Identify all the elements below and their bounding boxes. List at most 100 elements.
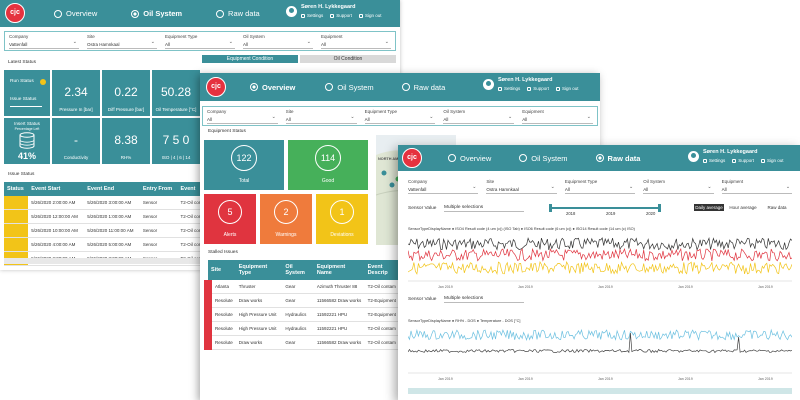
daily-average-button[interactable]: Daily average [694, 204, 724, 211]
kpi-label: Pressure In [bar] [59, 107, 93, 112]
filter-oil-system[interactable]: Oil System All [439, 107, 518, 125]
filter-equipment[interactable]: Equipment All [718, 177, 796, 196]
settings-link[interactable]: Settings [301, 13, 323, 18]
cjc-logo: cjc [5, 3, 25, 23]
tile-deviations[interactable]: 1 Deviations [316, 194, 368, 244]
nav-overview[interactable]: Overview [440, 145, 499, 172]
filter-company[interactable]: Company Vattenfall [5, 32, 83, 50]
tile-warnings[interactable]: 2 Warnings [260, 194, 312, 244]
raw-data-button[interactable]: Raw data [767, 205, 787, 210]
settings-link[interactable]: Settings [703, 158, 725, 163]
tile-deviations-value: 1 [330, 200, 354, 224]
sensor-value-select[interactable]: Multiple selections [444, 205, 524, 212]
kpi-pressure-in: 2.34 Pressure In [bar] [52, 70, 100, 116]
map-region-label: NORTH AMERICA [378, 157, 411, 161]
horizontal-scrollbar[interactable] [4, 258, 214, 264]
signout-link[interactable]: Sign out [359, 13, 382, 18]
filter-equipment[interactable]: Equipment All [518, 107, 597, 125]
chart2-x-axis: Jan 2019 Jan 2019 Jan 2019 Jan 2019 Jan 2019 [408, 372, 792, 381]
table-row[interactable]: 5/26/2020 10:00:00 AM 5/26/2020 11:00:00 … [4, 223, 214, 238]
support-link[interactable]: Support [527, 86, 549, 91]
signout-link[interactable]: Sign out [556, 86, 579, 91]
user-name: Søren H. Lykkegaard [301, 4, 356, 10]
table-row[interactable]: 5/26/2020 12:00:00 AM 5/26/2020 1:00:00 A… [4, 209, 214, 224]
tab-equipment-condition[interactable]: Equipment Condition [202, 55, 298, 63]
filter-equipment-type[interactable]: Equipment Type All [361, 107, 440, 125]
series-temperature-line [408, 332, 792, 354]
col-oil-system[interactable]: Oil System [282, 260, 314, 280]
filter-company[interactable]: Company All [203, 107, 282, 125]
user-panel: Søren H. Lykkegaard Settings Support Sig… [483, 77, 586, 91]
col-status[interactable]: Status [4, 182, 29, 196]
support-link[interactable]: Support [330, 13, 352, 18]
iso-code-chart[interactable]: Jan 2019 Jan 2019 Jan 2019 Jan 2019 Jan 2019 [408, 233, 792, 291]
nav-overview[interactable]: Overview [46, 0, 105, 27]
col-entry-from[interactable]: Entry From [139, 182, 178, 196]
help-icon [330, 13, 335, 18]
table-row[interactable]: Resolute High Pressure Unit Hydraulics 1159… [204, 307, 404, 322]
support-link[interactable]: Support [732, 158, 754, 163]
signout-link[interactable]: Sign out [761, 158, 784, 163]
table-row[interactable]: 5/26/2020 4:00:00 AM 5/26/2020 5:00:00 AM… [4, 237, 214, 252]
status-cell [4, 237, 29, 252]
filter-company[interactable]: Company Vattenfall [404, 177, 482, 196]
radio-icon [325, 83, 334, 91]
col-event-end[interactable]: Event End [84, 182, 140, 196]
filter-equipment-type[interactable]: Equipment Type All [561, 177, 639, 196]
hour-average-button[interactable]: Hour average [729, 205, 757, 210]
status-cell [4, 223, 29, 238]
tile-good[interactable]: 114 Good [288, 140, 368, 190]
run-status-indicator [40, 79, 46, 85]
col-event-start[interactable]: Event Start [28, 182, 85, 196]
filter-site[interactable]: Site Ostra Hamnkaal [482, 177, 560, 196]
radio-icon [250, 83, 258, 91]
kpi-conductivity: - Conductivity [52, 118, 100, 164]
nav-raw-data[interactable]: Raw data [208, 0, 268, 27]
insert-status-label: Insert Status [14, 121, 40, 126]
table-row[interactable]: Atlanta Thruster Gear Azimuth Thruster 88 T2… [204, 280, 404, 294]
tab-oil-condition[interactable]: Oil Condition [300, 55, 396, 63]
raw-data-window: cjc Overview Oil System Raw data Søren H… [398, 145, 800, 400]
cjc-logo: cjc [402, 148, 422, 168]
table-row[interactable]: Resolute Draw works Gear 11566582 Draw work… [204, 335, 404, 350]
col-event-description[interactable]: Event Descrip [364, 260, 404, 280]
nav-raw-data[interactable]: Raw data [588, 145, 649, 172]
x-tick-label: Jan 2019 [678, 377, 693, 381]
table-row[interactable]: Resolute High Pressure Unit Hydraulics 1159… [204, 321, 404, 336]
timeline-handle-start[interactable] [549, 204, 552, 212]
nav-oil-system[interactable]: Oil System [317, 74, 381, 101]
scrollbar-thumb[interactable] [408, 388, 792, 394]
tile-alerts[interactable]: 5 Alerts [204, 194, 256, 244]
filter-oil-system[interactable]: Oil System All [239, 32, 317, 50]
filter-site[interactable]: Site Ostra Hamnkaal [83, 32, 161, 50]
radio-icon [595, 154, 604, 162]
series-iso6-line [408, 247, 792, 262]
radio-icon [401, 83, 410, 91]
filter-site[interactable]: Site All [282, 107, 361, 125]
kpi-label: RH% [120, 155, 132, 160]
rh-temperature-chart[interactable]: Jan 2019 Jan 2019 Jan 2019 Jan 2019 Jan 2019 [408, 325, 792, 383]
col-site[interactable]: Site [208, 260, 236, 280]
timeline-slider[interactable] [550, 207, 660, 209]
nav-overview-label: Overview [262, 82, 296, 92]
run-status-label: Run Status [10, 79, 34, 84]
signout-icon [359, 13, 364, 18]
filter-equipment[interactable]: Equipment All [317, 32, 395, 50]
table-row[interactable]: Resolute Draw works Gear 11566582 Draw work… [204, 293, 404, 308]
nav-overview[interactable]: Overview [242, 74, 303, 101]
filter-equipment-type[interactable]: Equipment Type All [161, 32, 239, 50]
filter-oil-system[interactable]: Oil System All [639, 177, 717, 196]
tile-deviations-label: Deviations [330, 232, 354, 238]
kpi-value: 8.38 [114, 133, 138, 147]
nav-oil-system[interactable]: Oil System [511, 145, 575, 172]
timeline-handle-end[interactable] [658, 204, 661, 212]
nav-oil-system[interactable]: Oil System [123, 0, 190, 27]
col-equipment-name[interactable]: Equipment Name [313, 260, 365, 280]
col-equipment-type[interactable]: Equipment Type [235, 260, 283, 280]
settings-link[interactable]: Settings [498, 86, 520, 91]
tile-total[interactable]: 122 Total [204, 140, 284, 190]
chart-range-scrollbar[interactable] [408, 388, 792, 394]
sensor-value-select-2[interactable]: Multiple selections [444, 296, 524, 303]
nav-raw-data[interactable]: Raw data [394, 74, 454, 101]
